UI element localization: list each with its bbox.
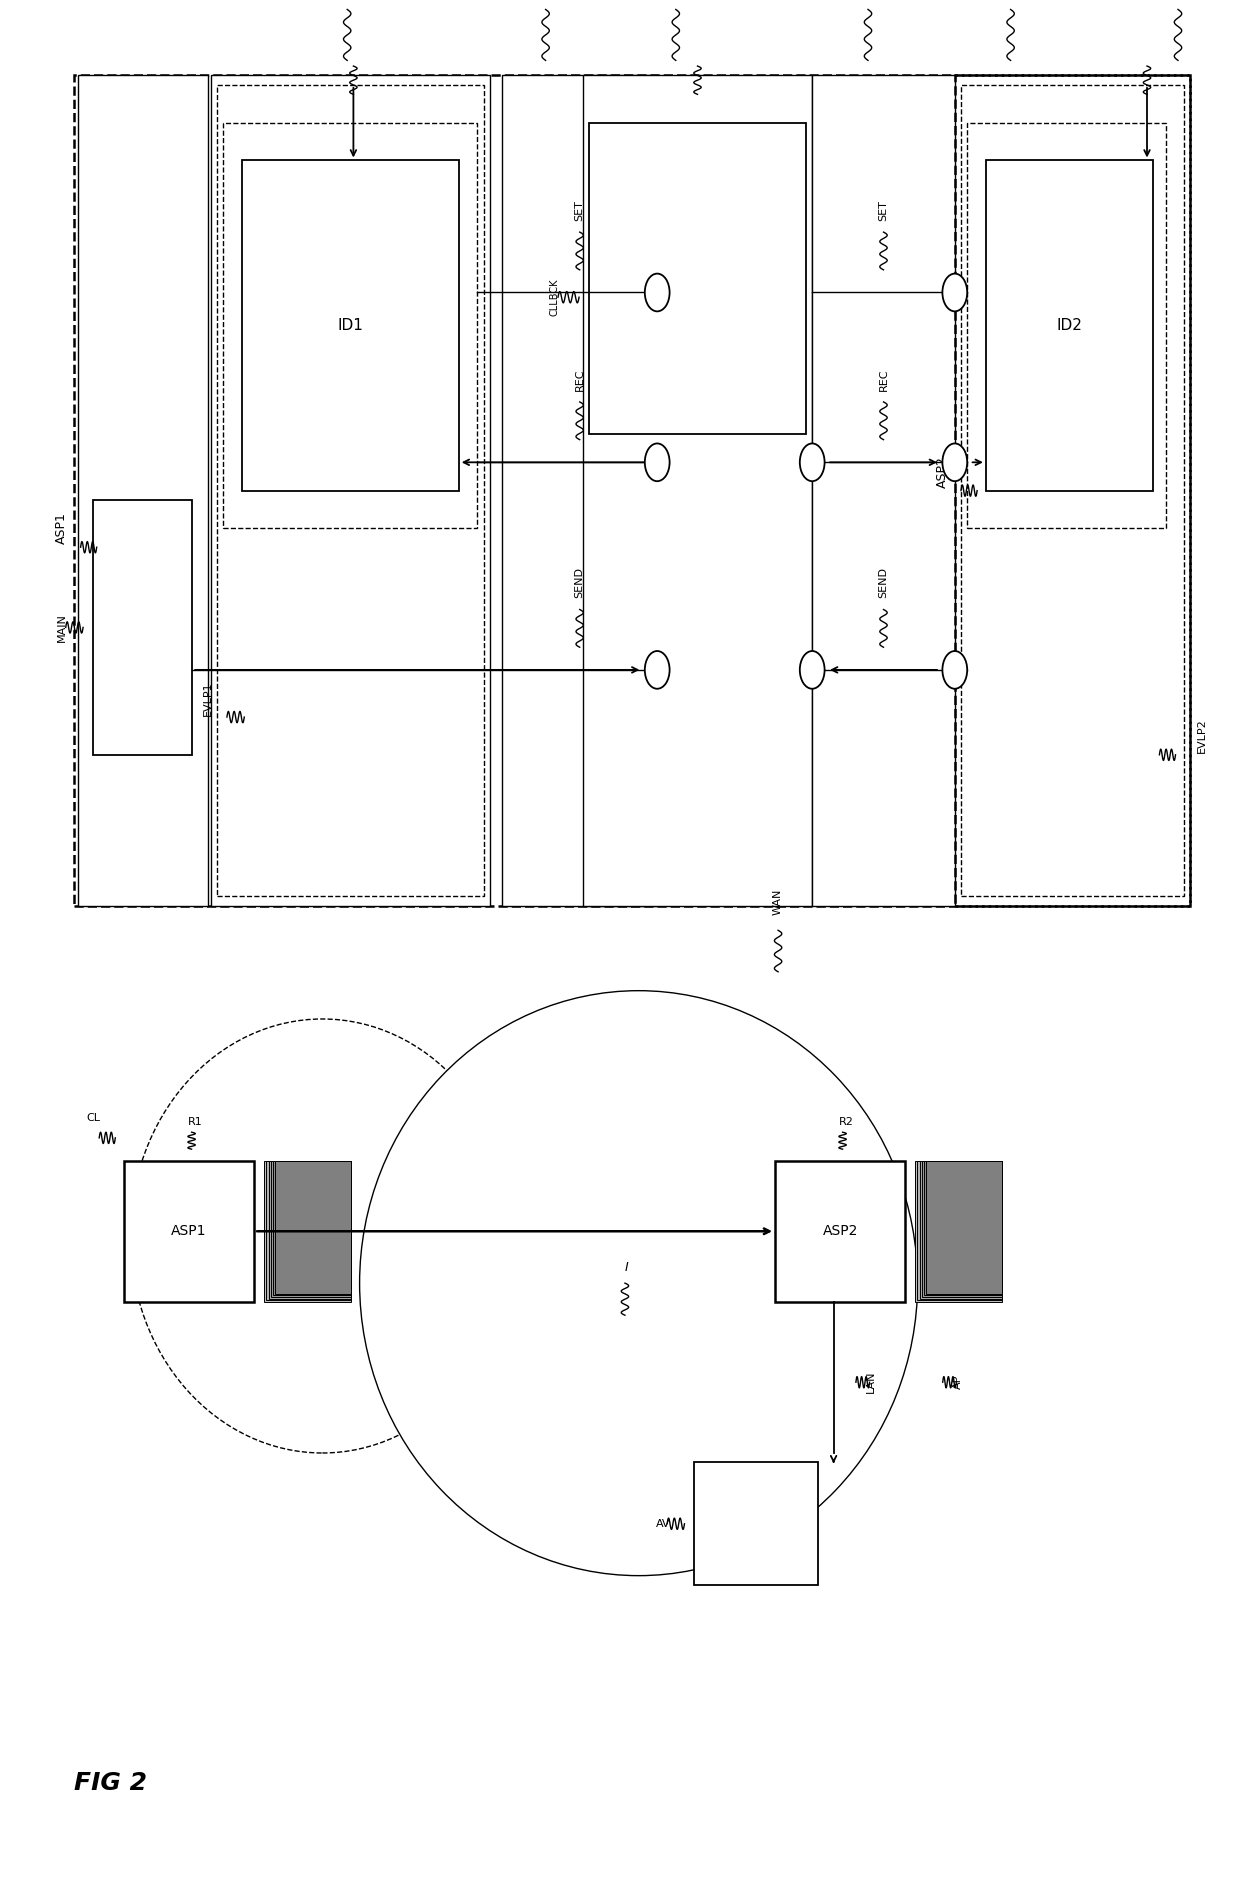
Text: SEND: SEND <box>878 568 889 598</box>
FancyBboxPatch shape <box>918 1161 1002 1300</box>
Text: ASP1: ASP1 <box>56 513 68 543</box>
Circle shape <box>942 651 967 689</box>
FancyBboxPatch shape <box>812 75 955 906</box>
FancyBboxPatch shape <box>921 1161 1002 1296</box>
Text: REC: REC <box>878 368 889 391</box>
FancyBboxPatch shape <box>275 1161 351 1294</box>
FancyBboxPatch shape <box>986 160 1153 491</box>
Circle shape <box>800 443 825 481</box>
Circle shape <box>800 651 825 689</box>
Text: FIG 2: FIG 2 <box>74 1772 148 1795</box>
Text: R1: R1 <box>188 1117 202 1127</box>
FancyBboxPatch shape <box>920 1161 1002 1298</box>
FancyBboxPatch shape <box>77 75 207 906</box>
Circle shape <box>942 443 967 481</box>
Circle shape <box>645 443 670 481</box>
FancyBboxPatch shape <box>694 1462 818 1585</box>
FancyBboxPatch shape <box>270 1161 351 1296</box>
Text: EVLP2: EVLP2 <box>1197 719 1207 753</box>
FancyBboxPatch shape <box>502 75 657 906</box>
Text: ID1: ID1 <box>337 319 363 332</box>
Ellipse shape <box>360 991 918 1576</box>
Text: SEND: SEND <box>574 568 585 598</box>
Text: CLLBCK: CLLBCK <box>549 279 559 315</box>
FancyBboxPatch shape <box>269 1161 351 1298</box>
FancyBboxPatch shape <box>124 1161 254 1302</box>
FancyBboxPatch shape <box>589 123 806 434</box>
Text: MAIN: MAIN <box>57 613 67 642</box>
FancyBboxPatch shape <box>924 1161 1002 1294</box>
FancyBboxPatch shape <box>775 1161 905 1302</box>
FancyBboxPatch shape <box>242 160 459 491</box>
Text: SET: SET <box>574 200 585 221</box>
FancyBboxPatch shape <box>583 75 812 906</box>
Circle shape <box>942 274 967 311</box>
Text: AV: AV <box>656 1519 671 1528</box>
Text: ASP1: ASP1 <box>171 1225 207 1238</box>
FancyBboxPatch shape <box>273 1161 351 1294</box>
Text: I: I <box>624 1261 629 1274</box>
FancyBboxPatch shape <box>267 1161 351 1300</box>
Text: R2: R2 <box>839 1117 853 1127</box>
Text: SET: SET <box>878 200 889 221</box>
FancyBboxPatch shape <box>93 500 192 755</box>
FancyBboxPatch shape <box>926 1161 1002 1294</box>
Circle shape <box>645 651 670 689</box>
FancyBboxPatch shape <box>264 1161 351 1302</box>
FancyBboxPatch shape <box>915 1161 1002 1302</box>
Text: EVLP1: EVLP1 <box>203 681 213 715</box>
Text: AP: AP <box>952 1376 962 1389</box>
FancyBboxPatch shape <box>211 75 490 906</box>
Text: WAN: WAN <box>773 889 784 915</box>
Circle shape <box>645 274 670 311</box>
Text: ASP2: ASP2 <box>822 1225 858 1238</box>
Text: CL: CL <box>86 1113 100 1123</box>
Text: ID2: ID2 <box>1056 319 1083 332</box>
Text: REC: REC <box>574 368 585 391</box>
Text: ASP2: ASP2 <box>936 457 949 487</box>
Text: LAN: LAN <box>866 1372 875 1393</box>
